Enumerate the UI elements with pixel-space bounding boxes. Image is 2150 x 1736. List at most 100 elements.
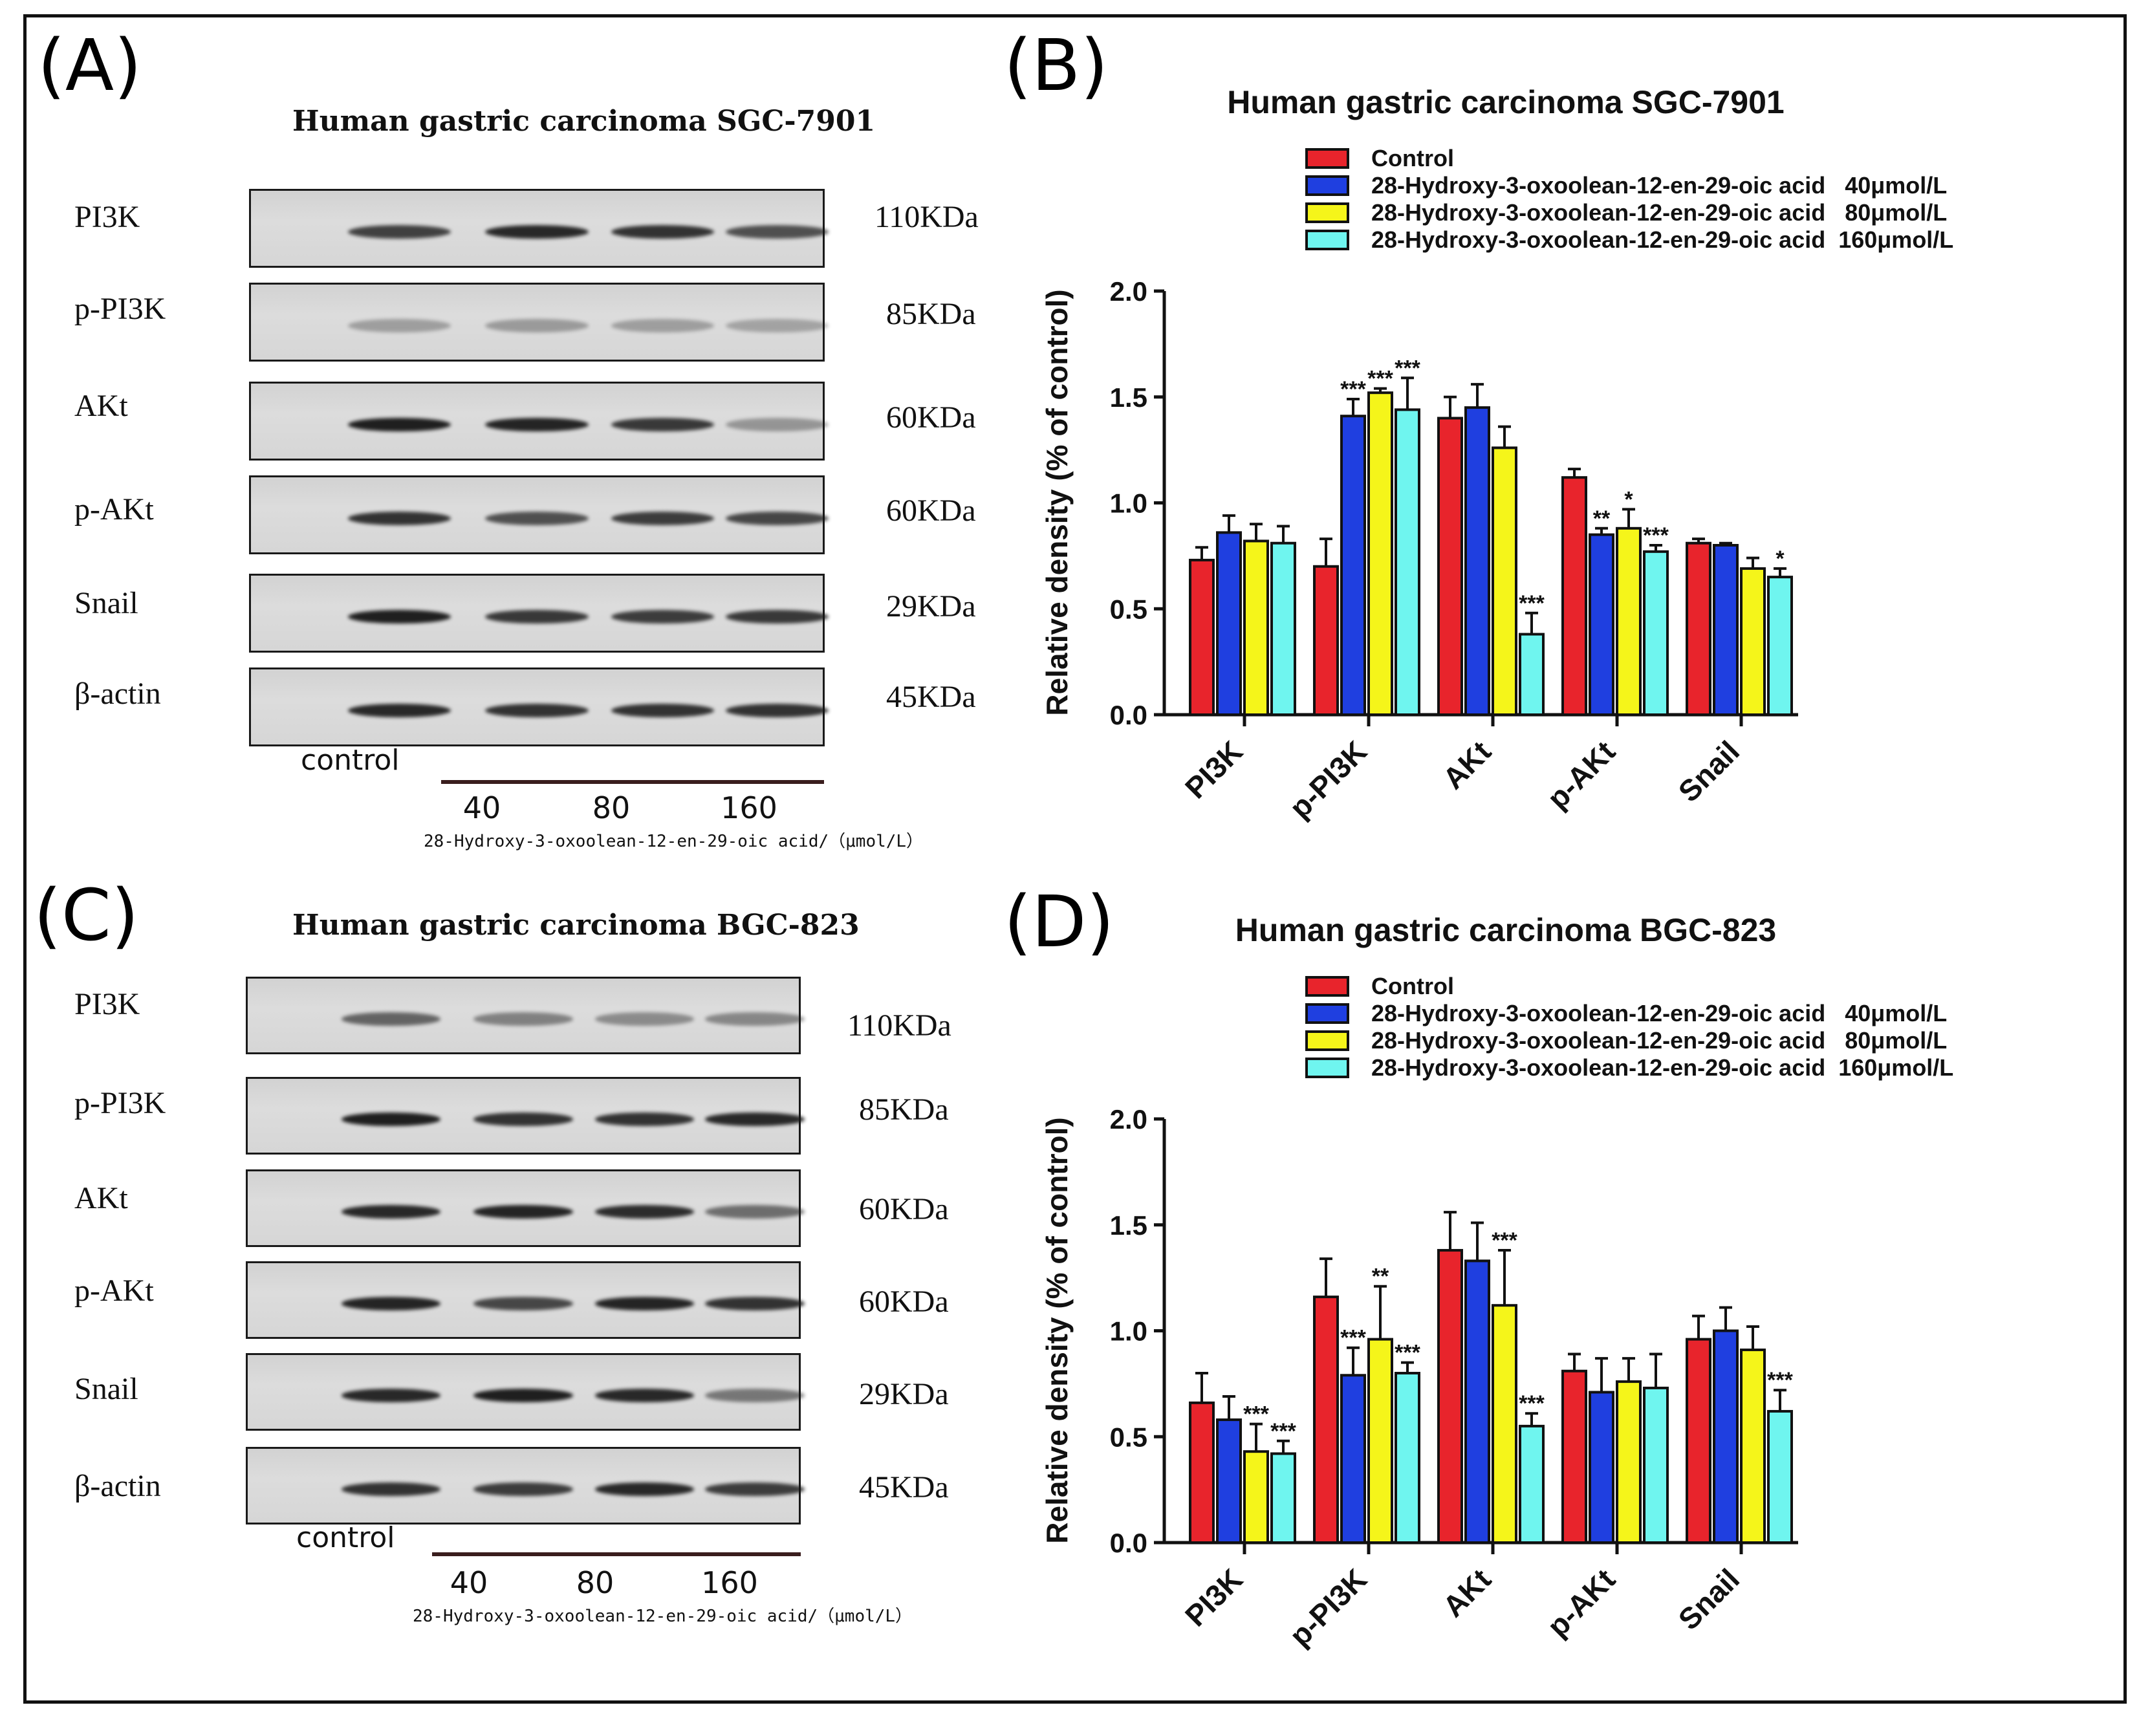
legend-label: 28-Hydroxy-3-oxoolean-12-en-29-oic acid … [1371,1027,1947,1054]
blot-a-size-p-akt: 60KDa [886,494,976,528]
bar [1313,1296,1339,1544]
bar [1561,1369,1587,1544]
blot-a-band [485,704,589,718]
x-tick-label: AKt [1436,1562,1497,1623]
blot-c-band [705,1389,805,1402]
blot-a-strip-p-pi3k [249,283,829,362]
bar [1492,446,1517,716]
bar [1740,567,1766,717]
bar [1437,1249,1463,1544]
blot-a-band [611,418,715,432]
blot-a-control-label: control [301,744,400,777]
blot-c-strip-p-pi3k [246,1077,805,1155]
blot-a-size-pi3k: 110KDa [874,200,979,234]
blot-a-band [348,512,451,526]
bar [1589,1391,1614,1544]
x-tick-label: AKt [1436,734,1497,796]
significance-label: *** [1643,523,1669,548]
blot-a-row-label-akt: AKt [74,389,128,423]
bar [1767,576,1793,716]
blot-a-band [611,225,715,239]
blot-a-size-akt: 60KDa [886,400,976,435]
bar [1686,541,1711,716]
blot-c-row-label-akt: AKt [74,1181,128,1215]
blot-a-row-label-snail: Snail [74,586,138,620]
blot-c-band [341,1482,441,1496]
legend-swatch [1305,1058,1349,1078]
blot-c-row-label-p-akt: p-AKt [74,1274,154,1308]
significance-label: *** [1395,356,1420,380]
y-tick-label: 1.5 [1110,382,1147,413]
blot-c-band [594,1012,695,1026]
bar [1686,1338,1711,1544]
blot-c-band [341,1205,441,1219]
chart-b-title: Human gastric carcinoma SGC-7901 [1227,84,1784,120]
bar [1189,1401,1215,1544]
bar [1464,406,1490,716]
x-tick-label: Snail [1672,1562,1746,1636]
blot-c-band [705,1297,805,1310]
blot-c-size-p-pi3k: 85KDa [859,1092,949,1127]
blot-a-dose-line [441,780,824,784]
panel-letter-d: (D) [1004,880,1114,963]
significance-label: *** [1243,1402,1269,1427]
blot-a-dose-80: 80 [592,790,631,825]
bar [1713,1329,1739,1544]
blot-a-band [611,319,715,333]
x-tick-label: PI3K [1178,1562,1249,1633]
blot-c-band [473,1482,573,1496]
blot-c-dose-line [432,1552,801,1556]
y-tick-label: 2.0 [1110,276,1147,307]
blot-a-band [611,704,715,718]
blot-c-row-label-pi3k: PI3K [74,987,140,1021]
blot-c-strip-pi3k [246,977,805,1054]
chart-b-y-axis-title: Relative density (% of control) [1040,289,1074,715]
blot-a-band [348,225,451,239]
legend-swatch [1305,148,1349,169]
blot-a-dose-caption: 28-Hydroxy-3-oxoolean-12-en-29-oic acid/… [424,832,924,851]
blot-c-size-akt: 60KDa [859,1192,949,1226]
blot-a-dose-40: 40 [462,790,501,825]
blot-a-row-label-pi3k: PI3K [74,200,140,234]
x-tick-label: p-PI3K [1283,1562,1373,1653]
blot-c-band [341,1297,441,1310]
bar [1395,408,1420,717]
blot-a-strip-beta-actin [249,667,829,746]
blot-c-band [473,1205,573,1219]
y-tick-label: 0.0 [1110,700,1147,730]
x-tick-label: p-AKt [1541,1562,1622,1643]
blot-a-strip-akt [249,382,829,461]
blot-c-band [473,1012,573,1026]
blot-a-size-p-pi3k: 85KDa [886,297,976,331]
legend-label: Control [1371,973,1454,999]
blot-c-dose-40: 40 [450,1565,488,1600]
blot-c-band [594,1482,695,1496]
blot-c-band [341,1012,441,1026]
blot-c-band [594,1205,695,1219]
blot-a-strip-pi3k [249,189,829,268]
blot-c-band [473,1389,573,1402]
blot-a-band [348,319,451,333]
bar [1243,539,1269,716]
bar [1270,541,1296,716]
blot-c-size-p-akt: 60KDa [859,1285,949,1319]
bar [1437,417,1463,716]
significance-label: ** [1593,506,1611,531]
significance-label: *** [1519,1391,1545,1416]
blot-a-strip-p-akt [249,475,829,554]
bar-chart-d: Human gastric carcinoma BGC-823 Control2… [1040,912,1953,1653]
legend-label: 28-Hydroxy-3-oxoolean-12-en-29-oic acid … [1371,1054,1953,1081]
bar [1713,544,1739,716]
bar [1216,1418,1242,1544]
blot-a-row-label-p-pi3k: p-PI3K [74,292,166,326]
blot-c-band [473,1112,573,1126]
bar [1616,526,1642,716]
blot-a-band [348,610,451,624]
blot-a-band [611,512,715,526]
bar [1189,558,1215,716]
bar [1519,1424,1545,1544]
blot-c-dose-caption: 28-Hydroxy-3-oxoolean-12-en-29-oic acid/… [413,1607,913,1626]
blot-a-band [485,225,589,239]
blot-a-band [725,704,829,718]
blot-a-band [725,319,829,333]
